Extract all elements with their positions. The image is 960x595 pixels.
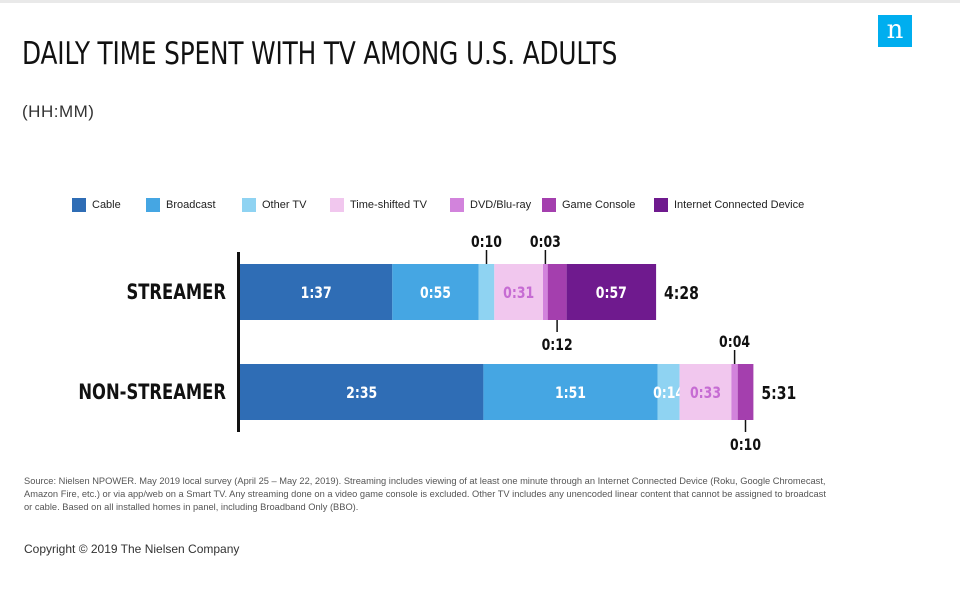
data-label: 0:57 (596, 285, 627, 303)
bar-segment (657, 364, 680, 420)
legend-item: Time-shifted TV (330, 198, 427, 212)
legend-item: Internet Connected Device (654, 198, 804, 212)
bar-segment (392, 264, 479, 320)
legend-swatch (146, 198, 160, 212)
data-label: 0:55 (420, 285, 451, 303)
top-rule (0, 0, 960, 3)
data-label: 0:03 (530, 234, 561, 252)
bar-segment (483, 364, 658, 420)
bar-segment (478, 264, 495, 320)
category-label: NON-STREAMER (78, 381, 226, 404)
data-label: 0:33 (690, 385, 721, 403)
bar-segment (547, 264, 567, 320)
legend-swatch (242, 198, 256, 212)
nielsen-logo: n (878, 15, 912, 47)
data-label: 0:12 (542, 337, 573, 355)
total-label: 4:28 (664, 282, 699, 303)
bar-segment (240, 264, 393, 320)
bar-segment (494, 264, 543, 320)
bar-segment (566, 264, 657, 320)
legend-swatch (330, 198, 344, 212)
bar-segment (679, 364, 732, 420)
data-label: 0:10 (730, 437, 761, 455)
legend-swatch (542, 198, 556, 212)
legend-item: DVD/Blu-ray (450, 198, 531, 212)
data-label: 0:10 (471, 234, 502, 252)
data-label: 1:51 (555, 385, 586, 403)
legend-label: Other TV (262, 199, 307, 211)
legend-label: Time-shifted TV (350, 199, 428, 211)
legend-label: DVD/Blu-ray (470, 199, 532, 211)
bar-segment (737, 364, 754, 420)
bar-segment (240, 364, 484, 420)
legend-item: Cable (72, 198, 121, 212)
copyright-notice: Copyright © 2019 The Nielsen Company (24, 542, 240, 556)
source-footnote: Source: Nielsen NPOWER. May 2019 local s… (24, 476, 826, 512)
data-label: 2:35 (346, 385, 377, 403)
data-label: 0:31 (503, 285, 534, 303)
chart-title: DAILY TIME SPENT WITH TV AMONG U.S. ADUL… (22, 36, 618, 72)
data-label: 1:37 (301, 285, 332, 303)
data-label: 0:14 (653, 385, 684, 403)
legend-label: Broadcast (166, 199, 216, 211)
bar-segment (731, 364, 738, 420)
legend-item: Other TV (242, 198, 306, 212)
total-label: 5:31 (761, 382, 796, 403)
legend-swatch (450, 198, 464, 212)
legend-swatch (654, 198, 668, 212)
legend-label: Cable (92, 199, 121, 211)
legend-item: Game Console (542, 198, 635, 212)
legend-swatch (72, 198, 86, 212)
data-label: 0:04 (719, 334, 750, 352)
legend-label: Game Console (562, 199, 636, 211)
legend-label: Internet Connected Device (674, 199, 805, 211)
legend-item: Broadcast (146, 198, 216, 212)
category-label: STREAMER (126, 281, 226, 304)
chart-subtitle: (HH:MM) (22, 102, 95, 121)
bar-segment (543, 264, 548, 320)
